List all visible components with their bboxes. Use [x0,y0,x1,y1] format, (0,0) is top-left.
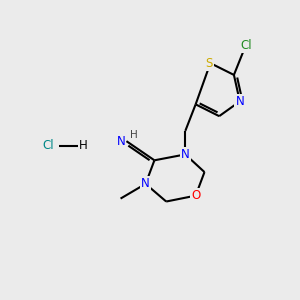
Text: N: N [141,177,150,190]
Text: H: H [130,130,138,140]
Text: H: H [80,139,88,152]
Text: S: S [205,57,213,70]
Text: N: N [181,148,190,161]
Text: O: O [191,189,200,202]
Text: N: N [236,95,244,108]
Text: Cl: Cl [43,139,54,152]
Text: Cl: Cl [240,39,251,52]
Text: N: N [117,135,125,148]
